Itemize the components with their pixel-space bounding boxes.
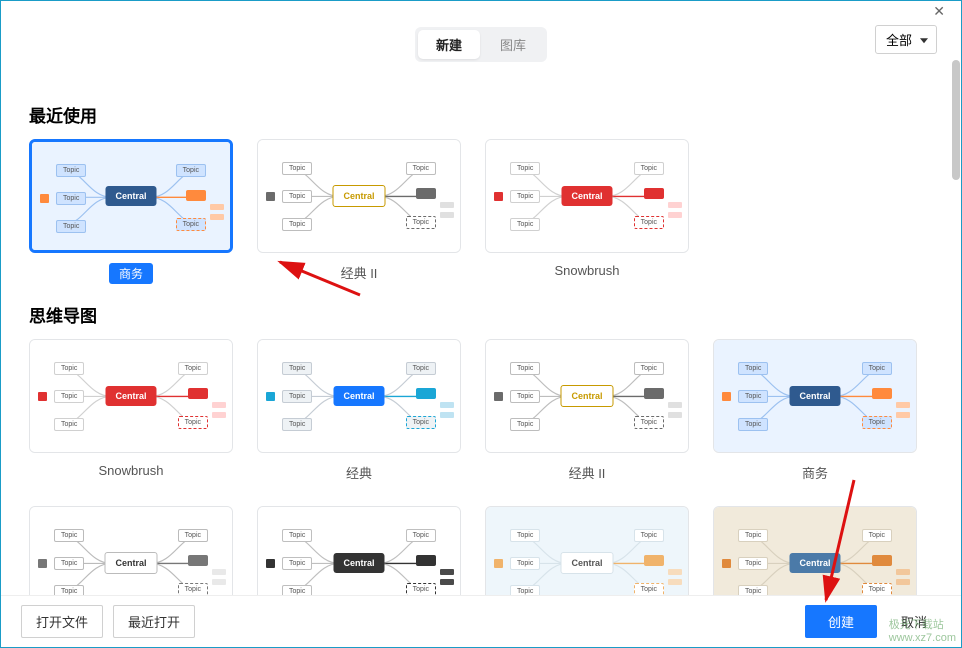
close-icon[interactable]: ✕ — [925, 3, 953, 20]
template-card[interactable]: Central Topic Topic Topic Topic Topic — [713, 339, 917, 453]
header: 新建 图库 全部 — [1, 21, 961, 74]
template-card[interactable]: Central Topic Topic Topic Topic Topic — [29, 339, 233, 453]
watermark: 极光下载站 www.xz7.com — [889, 616, 956, 644]
tab-library[interactable]: 图库 — [482, 30, 544, 59]
template-card[interactable]: Central Topic Topic Topic Topic Topic — [485, 339, 689, 453]
template-grid: Central Topic Topic Topic Topic Topic 商务… — [29, 139, 933, 284]
template-item: Central Topic Topic Topic Topic Topic 经典… — [485, 339, 689, 482]
template-label: 商务 — [802, 463, 828, 482]
content-scroll[interactable]: 最近使用 Central Topic Topic Topic Topic Top… — [1, 74, 961, 595]
footer: 打开文件 最近打开 创建 取消 — [1, 595, 961, 647]
open-file-button[interactable]: 打开文件 — [21, 605, 103, 638]
template-item: Central Topic Topic Topic Topic Topic — [257, 506, 461, 595]
filter-selected-label: 全部 — [886, 33, 912, 48]
tab-group: 新建 图库 — [415, 27, 547, 62]
template-label: 经典 II — [341, 263, 378, 282]
section-title: 思维导图 — [29, 302, 933, 327]
template-card[interactable]: Central Topic Topic Topic Topic Topic — [257, 506, 461, 595]
scrollbar-thumb[interactable] — [952, 60, 960, 180]
template-card[interactable]: Central Topic Topic Topic Topic Topic — [257, 339, 461, 453]
template-label: Snowbrush — [554, 263, 619, 278]
template-item: Central Topic Topic Topic Topic Topic — [29, 506, 233, 595]
scrollbar-track[interactable] — [952, 60, 960, 592]
template-card[interactable]: Central Topic Topic Topic Topic Topic — [257, 139, 461, 253]
template-label: 经典 — [346, 463, 372, 482]
tab-new[interactable]: 新建 — [418, 30, 480, 59]
template-card[interactable]: Central Topic Topic Topic Topic Topic — [713, 506, 917, 595]
template-card[interactable]: Central Topic Topic Topic Topic Topic — [485, 506, 689, 595]
template-item: Central Topic Topic Topic Topic Topic — [485, 506, 689, 595]
template-grid: Central Topic Topic Topic Topic Topic Sn… — [29, 339, 933, 595]
recent-open-button[interactable]: 最近打开 — [113, 605, 195, 638]
template-label: 商务 — [109, 263, 153, 284]
filter-dropdown[interactable]: 全部 — [875, 25, 937, 54]
template-item: Central Topic Topic Topic Topic Topic 经典… — [257, 139, 461, 284]
titlebar: ✕ — [1, 1, 961, 21]
template-item: Central Topic Topic Topic Topic Topic Sn… — [485, 139, 689, 284]
template-card[interactable]: Central Topic Topic Topic Topic Topic — [29, 139, 233, 253]
template-item: Central Topic Topic Topic Topic Topic 商务 — [29, 139, 233, 284]
template-item: Central Topic Topic Topic Topic Topic 商务 — [713, 339, 917, 482]
template-item: Central Topic Topic Topic Topic Topic — [713, 506, 917, 595]
template-label: 经典 II — [569, 463, 606, 482]
template-item: Central Topic Topic Topic Topic Topic 经典 — [257, 339, 461, 482]
template-card[interactable]: Central Topic Topic Topic Topic Topic — [485, 139, 689, 253]
section-title: 最近使用 — [29, 102, 933, 127]
template-card[interactable]: Central Topic Topic Topic Topic Topic — [29, 506, 233, 595]
template-item: Central Topic Topic Topic Topic Topic Sn… — [29, 339, 233, 482]
template-label: Snowbrush — [98, 463, 163, 478]
create-button[interactable]: 创建 — [805, 605, 877, 638]
